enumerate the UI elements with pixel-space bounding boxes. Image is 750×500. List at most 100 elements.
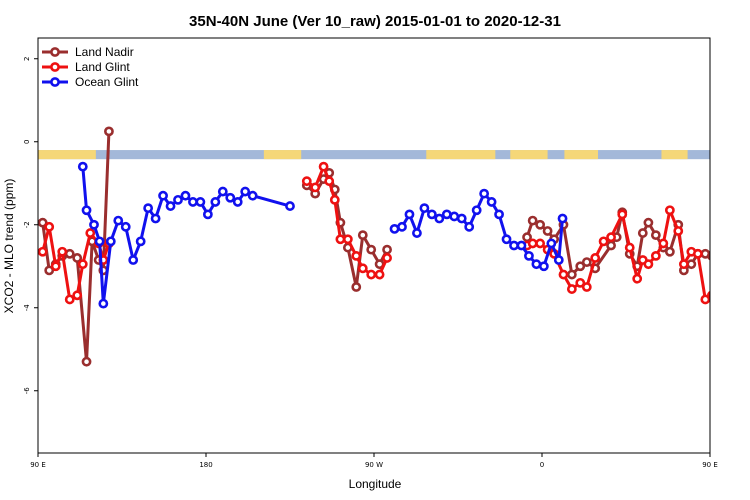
land-segment <box>426 150 496 160</box>
data-point <box>575 277 586 288</box>
data-point <box>714 261 721 268</box>
data-point <box>722 238 729 245</box>
data-point <box>105 236 116 247</box>
data-point <box>357 230 368 241</box>
data-point <box>329 194 340 205</box>
data-point <box>566 269 577 280</box>
data-point <box>449 211 460 222</box>
data-point <box>324 176 335 187</box>
data-point <box>173 194 183 205</box>
data-point <box>434 213 445 224</box>
chart-title: 35N-40N June (Ver 10_raw) 2015-01-01 to … <box>189 13 561 30</box>
data-point <box>494 209 504 220</box>
data-point <box>81 356 92 367</box>
data-point <box>617 209 628 220</box>
data-point <box>426 209 437 220</box>
data-point <box>72 253 83 263</box>
legend-label: Land Nadir <box>75 45 134 59</box>
data-point <box>706 251 710 261</box>
data-point <box>72 290 83 301</box>
data-point <box>195 197 206 207</box>
data-point <box>581 282 592 292</box>
data-point <box>240 186 251 197</box>
data-point <box>357 263 368 274</box>
data-point <box>637 228 648 238</box>
data-point <box>479 188 490 199</box>
data-point <box>180 190 191 201</box>
data-point <box>44 221 55 232</box>
data-point <box>382 244 392 255</box>
legend-swatch-marker <box>50 77 60 87</box>
data-point <box>128 255 139 265</box>
data-point <box>664 246 675 257</box>
data-point <box>558 269 569 280</box>
series-land-nadir <box>38 126 729 367</box>
x-tick-label: 0 <box>540 461 544 469</box>
data-point <box>581 257 592 267</box>
land-segment <box>661 150 688 160</box>
legend-item: Land Glint <box>42 60 130 74</box>
data-point <box>64 294 75 305</box>
data-point <box>658 238 669 249</box>
data-point <box>98 298 109 309</box>
data-point <box>44 265 55 276</box>
data-point <box>643 259 654 270</box>
data-point <box>232 197 243 207</box>
data-point <box>650 250 661 261</box>
data-point <box>351 250 362 261</box>
data-point <box>566 284 577 294</box>
data-point <box>678 259 689 270</box>
ocean-band <box>38 150 710 160</box>
data-point <box>650 230 661 241</box>
data-point <box>516 240 527 251</box>
data-point <box>165 201 176 211</box>
x-tick-label: 180 <box>199 461 212 469</box>
data-point <box>77 259 88 270</box>
data-point <box>318 161 329 172</box>
data-point <box>535 219 546 230</box>
x-axis-label: Longitude <box>349 477 402 491</box>
data-point <box>590 253 601 263</box>
data-point <box>382 253 392 263</box>
data-point <box>733 300 740 307</box>
data-point <box>664 205 675 216</box>
data-point <box>143 203 154 214</box>
land-ocean-mask <box>38 150 710 160</box>
data-point <box>94 236 105 247</box>
plot-frame <box>37 37 711 454</box>
data-point <box>210 197 221 207</box>
y-tick-label: -4 <box>23 304 31 312</box>
data-point <box>686 259 697 270</box>
land-segment <box>38 150 96 160</box>
axis-ticks: 90 E 180 90 W 0 90 E 2 0 -2 -4 -6 <box>23 57 718 469</box>
land-segment <box>263 150 302 160</box>
data-point <box>471 205 482 216</box>
data-point <box>632 273 643 284</box>
data-point <box>524 250 534 261</box>
data-point <box>335 234 346 245</box>
y-tick-label: 0 <box>23 140 31 144</box>
data-point <box>733 256 740 263</box>
data-point <box>721 229 728 236</box>
data-point <box>135 236 146 247</box>
data-point <box>441 209 452 220</box>
data-point <box>50 261 61 272</box>
data-point <box>575 261 586 272</box>
series-line <box>716 167 750 304</box>
series-ocean-glint <box>77 161 750 309</box>
data-point <box>738 240 745 247</box>
legend-item: Ocean Glint <box>42 75 139 89</box>
data-point <box>247 190 258 201</box>
data-point <box>301 176 312 187</box>
data-point <box>692 248 703 259</box>
legend-label: Ocean Glint <box>75 75 139 89</box>
x-tick-label: 90 E <box>30 461 46 469</box>
data-point <box>57 246 68 257</box>
land-segment <box>564 150 598 160</box>
data-point <box>723 221 730 228</box>
series-layer <box>38 126 750 367</box>
data-point <box>202 209 213 220</box>
data-point <box>501 234 512 245</box>
